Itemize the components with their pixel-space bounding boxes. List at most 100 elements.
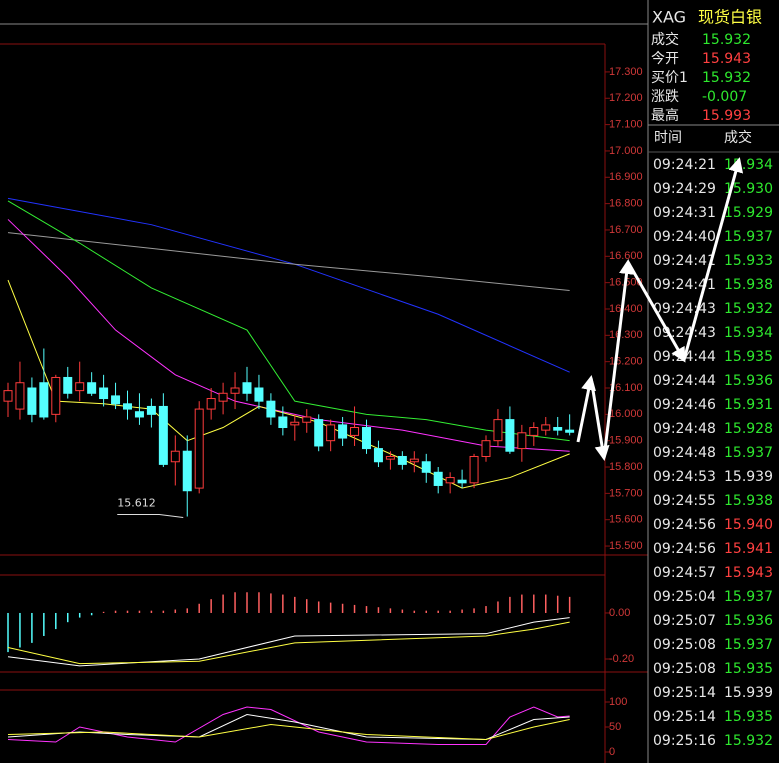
trade-price: 15.936 xyxy=(724,613,773,629)
plot: 15.500 15.600 15.700 15.800 15.900 16.000 16.1… xyxy=(3,66,643,758)
trade-price: 15.943 xyxy=(724,565,773,581)
candle-body xyxy=(278,416,288,429)
indicator-line xyxy=(7,279,570,489)
y-tick-label: 15.900 xyxy=(609,435,643,447)
candle-body xyxy=(75,382,85,392)
trade-time: 09:24:55 xyxy=(653,493,716,509)
y-tick-label: 15.700 xyxy=(609,487,643,499)
y-tick-label: 100 xyxy=(609,696,627,708)
trade-time: 09:24:31 xyxy=(653,205,716,221)
trade-price: 15.935 xyxy=(724,709,773,725)
trade-time: 09:24:56 xyxy=(653,517,716,533)
y-tick-label: -0.20 xyxy=(609,653,634,665)
trade-price: 15.938 xyxy=(724,493,773,509)
arrow xyxy=(626,261,686,363)
column-header: 时间 xyxy=(654,130,682,146)
candle-body xyxy=(350,427,360,436)
candle-body xyxy=(134,411,144,418)
y-tick-label: 15.800 xyxy=(609,461,643,473)
trade-time: 09:24:41 xyxy=(653,253,716,269)
trade-price: 15.937 xyxy=(724,229,773,245)
arrow xyxy=(602,259,634,459)
candle-body xyxy=(517,432,527,450)
trade-time: 09:24:46 xyxy=(653,397,716,413)
indicator-line xyxy=(7,713,570,741)
candle-body xyxy=(111,395,121,405)
trade-price: 15.936 xyxy=(724,373,773,389)
candle-body xyxy=(218,392,228,402)
trade-price: 15.929 xyxy=(724,205,773,221)
quote-label: 最高 xyxy=(651,107,679,124)
y-tick-label: 16.100 xyxy=(609,382,643,394)
quote-value: 15.993 xyxy=(702,108,751,124)
indicator-line xyxy=(7,617,570,667)
candle-body xyxy=(338,424,348,439)
trade-price: 15.932 xyxy=(724,301,773,317)
quote-value: -0.007 xyxy=(702,89,747,105)
annotation-label: 15.612 xyxy=(117,497,156,510)
y-tick-label: 15.600 xyxy=(609,514,643,526)
trade-price: 15.930 xyxy=(724,181,773,197)
indicator-line xyxy=(7,706,570,745)
candle-body xyxy=(99,387,109,400)
candle-body xyxy=(529,427,539,436)
trade-time: 09:24:29 xyxy=(653,181,716,197)
y-tick-label: 16.400 xyxy=(609,303,643,315)
quote-label: 成交 xyxy=(651,31,679,48)
trade-time: 09:24:44 xyxy=(653,373,716,389)
y-tick-label: 0 xyxy=(609,746,615,758)
trade-price: 15.939 xyxy=(724,685,773,701)
candle-body xyxy=(182,450,192,492)
candle-body xyxy=(15,382,25,410)
indicator-line xyxy=(7,200,570,442)
candle-body xyxy=(194,408,204,489)
trade-price: 15.928 xyxy=(724,421,773,437)
y-tick-label: 16.800 xyxy=(609,198,643,210)
indicator-line xyxy=(7,621,570,665)
quote-value: 15.932 xyxy=(702,32,751,48)
quote-label: 涨跌 xyxy=(651,89,679,105)
side-panel: XAG 现货白银 时间 成交 成交 15.932 今开 15.943 买价1 15.932… xyxy=(651,8,773,750)
quote-label: 今开 xyxy=(651,51,679,67)
candle-body xyxy=(541,424,551,431)
candle-body xyxy=(87,382,97,394)
y-tick-label: 50 xyxy=(609,721,621,733)
y-tick-label: 16.000 xyxy=(609,408,643,420)
candle-body xyxy=(206,398,216,410)
candle-body xyxy=(254,387,264,402)
trade-time: 09:24:21 xyxy=(653,157,716,173)
trade-price: 15.939 xyxy=(724,469,773,485)
candle-body xyxy=(445,477,455,484)
y-tick-label: 17.200 xyxy=(609,92,643,104)
candle-body xyxy=(469,455,479,484)
candle-body xyxy=(51,376,61,415)
indicator-line xyxy=(7,232,570,292)
trade-time: 09:24:40 xyxy=(653,229,716,245)
candle-body xyxy=(302,416,312,423)
trade-time: 09:25:14 xyxy=(653,709,716,725)
quote-value: 15.943 xyxy=(702,51,751,67)
candle-body xyxy=(421,461,431,473)
candle-body xyxy=(170,450,180,463)
candle-body xyxy=(27,387,37,415)
y-tick-label: 17.000 xyxy=(609,145,643,157)
y-tick-label: 17.100 xyxy=(609,119,643,131)
candle-body xyxy=(63,376,73,394)
candle-body xyxy=(433,471,443,486)
candle-body xyxy=(290,421,300,426)
candle-body xyxy=(326,424,336,442)
trade-time: 09:24:48 xyxy=(653,421,716,437)
trade-price: 15.931 xyxy=(724,397,773,413)
trade-price: 15.937 xyxy=(724,637,773,653)
trade-time: 09:25:04 xyxy=(653,589,716,605)
quote-value: 15.932 xyxy=(702,70,751,86)
y-tick-label: 16.300 xyxy=(609,329,643,341)
trade-price: 15.941 xyxy=(724,541,773,557)
quote-label: 买价1 xyxy=(651,70,688,86)
trade-price: 15.935 xyxy=(724,349,773,365)
candle-body xyxy=(373,448,383,463)
annotation-arrows xyxy=(576,157,744,461)
